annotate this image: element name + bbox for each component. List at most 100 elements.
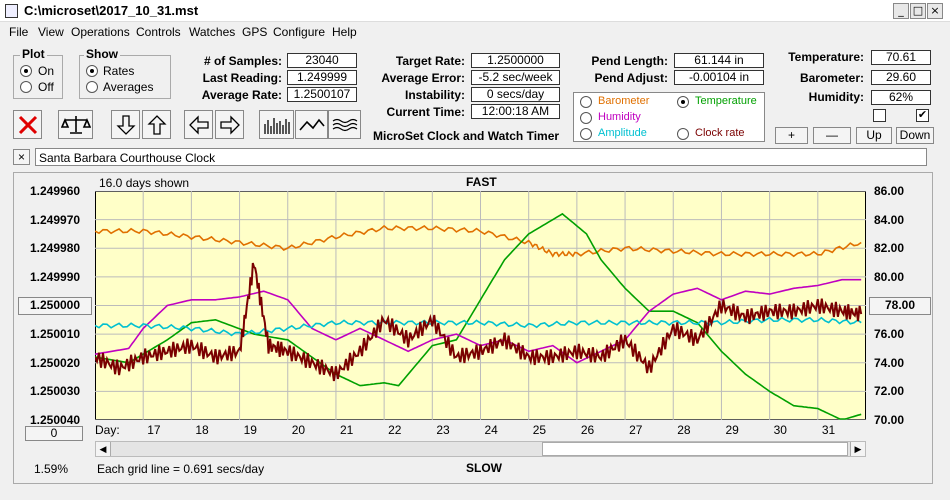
minimize-button[interactable]: _ — [893, 3, 909, 19]
calibrate-button[interactable] — [58, 110, 93, 139]
checkbox-2[interactable]: ✔ — [916, 109, 929, 122]
clock-name-field[interactable]: Santa Barbara Courthouse Clock — [35, 148, 927, 166]
scroll-left-arrow[interactable]: ◀ — [96, 442, 111, 456]
y-right-tick: 72.00 — [874, 384, 905, 399]
up-button[interactable]: Up — [856, 127, 892, 144]
minus-button[interactable]: — — [813, 127, 851, 144]
down-button[interactable]: Down — [896, 127, 934, 144]
y-right-tick: 84.00 — [874, 212, 905, 227]
x-tick: 20 — [291, 423, 306, 437]
y-left-tick: 1.249970 — [30, 212, 81, 227]
menu-controls[interactable]: Controls — [136, 25, 181, 39]
current-time-label: Current Time: — [386, 105, 465, 119]
horizontal-scrollbar[interactable]: ◀ ▶ — [95, 441, 866, 457]
show-rates-label: Rates — [103, 64, 135, 78]
pend-adjust-label: Pend Adjust: — [594, 71, 668, 85]
slow-label: SLOW — [466, 461, 502, 475]
menu-configure[interactable]: Configure — [273, 25, 326, 39]
show-group-label: Show — [84, 47, 120, 61]
x-tick: 22 — [388, 423, 402, 437]
scroll-right-arrow[interactable]: ▶ — [850, 442, 865, 456]
show-averages-radio[interactable] — [86, 81, 98, 93]
series-line-amplitude — [95, 316, 862, 337]
sensor-barometer-radio[interactable] — [580, 96, 592, 108]
instability-value: 0 secs/day — [471, 87, 560, 102]
y-left-tick: 1.250020 — [30, 355, 81, 370]
days-shown: 16.0 days shown — [99, 176, 190, 190]
zero-button[interactable]: 0 — [25, 426, 83, 441]
x-tick: 26 — [580, 423, 595, 437]
line-view-button[interactable] — [295, 110, 328, 139]
center-rate-button[interactable]: 1.250000 — [18, 297, 92, 315]
menu-gps[interactable]: GPS — [242, 25, 268, 39]
x-tick: 30 — [773, 423, 787, 437]
stop-button[interactable] — [13, 110, 42, 139]
x-tick: 23 — [436, 423, 450, 437]
x-tick: 25 — [532, 423, 547, 437]
y-right-tick: 80.00 — [874, 269, 905, 284]
sensor-clockrate-radio[interactable] — [677, 128, 689, 140]
sensor-temperature-radio[interactable] — [677, 96, 689, 108]
average-rate-label: Average Rate: — [201, 88, 282, 102]
balance-scale-icon — [60, 115, 91, 134]
maximize-button[interactable]: □ — [910, 3, 926, 19]
scroll-up-button[interactable] — [142, 110, 171, 139]
x-tick: 19 — [243, 423, 257, 437]
y-right-tick: 74.00 — [874, 355, 905, 370]
temperature-label: Temperature: — [788, 50, 864, 64]
scroll-thumb[interactable] — [542, 442, 848, 456]
sensor-humidity-radio[interactable] — [580, 112, 592, 124]
app-caption: MicroSet Clock and Watch Timer — [373, 129, 560, 143]
plot-group-label: Plot — [20, 47, 47, 61]
arrow-up-icon — [146, 114, 167, 135]
show-averages-label: Averages — [103, 80, 154, 94]
app-icon — [5, 4, 18, 18]
scroll-down-button[interactable] — [111, 110, 140, 139]
y-left-tick: 1.250010 — [30, 327, 81, 342]
sensor-amplitude-radio[interactable] — [580, 128, 592, 140]
scroll-right-button[interactable] — [215, 110, 244, 139]
checkbox-1[interactable] — [873, 109, 886, 122]
y-right-tick: 86.00 — [874, 184, 905, 198]
plot-on-radio[interactable] — [20, 65, 32, 77]
rate-chart — [95, 191, 866, 420]
menu-help[interactable]: Help — [332, 25, 357, 39]
wave-icon — [332, 118, 357, 131]
menu-watches[interactable]: Watches — [189, 25, 236, 39]
x-tick: 21 — [339, 423, 354, 437]
stop-icon — [18, 115, 37, 134]
y-left-tick: 1.249960 — [30, 184, 81, 198]
menu-file[interactable]: File — [9, 25, 29, 39]
barometer-label: Barometer: — [799, 71, 864, 85]
clear-clock-button[interactable]: × — [13, 149, 30, 165]
plot-on-label: On — [38, 64, 55, 78]
show-rates-radio[interactable] — [86, 65, 98, 77]
average-rate-value: 1.2500107 — [287, 87, 357, 102]
x-tick: 24 — [484, 423, 498, 437]
scroll-left-button[interactable] — [184, 110, 213, 139]
wave-view-button[interactable] — [328, 110, 361, 139]
bar-view-button[interactable] — [259, 110, 294, 139]
title-bar: C:\microset\2017_10_31.mst _ □ × — [0, 0, 950, 22]
last-reading-label: Last Reading: — [202, 71, 282, 85]
x-tick: 17 — [147, 423, 161, 437]
x-tick: 28 — [677, 423, 691, 437]
samples-value: 23040 — [287, 53, 357, 68]
barometer-value: 29.60 — [871, 70, 931, 85]
x-tick: 29 — [725, 423, 739, 437]
menu-view[interactable]: View — [38, 25, 64, 39]
menu-bar: File View Operations Controls Watches GP… — [0, 22, 950, 42]
center-temp-button[interactable]: 78.00 — [869, 297, 931, 315]
menu-operations[interactable]: Operations — [71, 25, 130, 39]
humidity-value: 62% — [871, 90, 931, 105]
plus-button[interactable]: + — [775, 127, 808, 144]
plot-off-radio[interactable] — [20, 81, 32, 93]
close-button[interactable]: × — [927, 3, 943, 19]
samples-label: # of Samples: — [203, 54, 282, 68]
y-left-tick: 1.250040 — [30, 413, 81, 427]
fast-label: FAST — [466, 175, 497, 189]
sensor-temperature-label: Temperature — [695, 95, 757, 107]
y-left-tick: 1.249990 — [30, 269, 81, 284]
sensor-humidity-label: Humidity — [598, 111, 641, 123]
y-left-tick: 1.249980 — [30, 241, 81, 256]
